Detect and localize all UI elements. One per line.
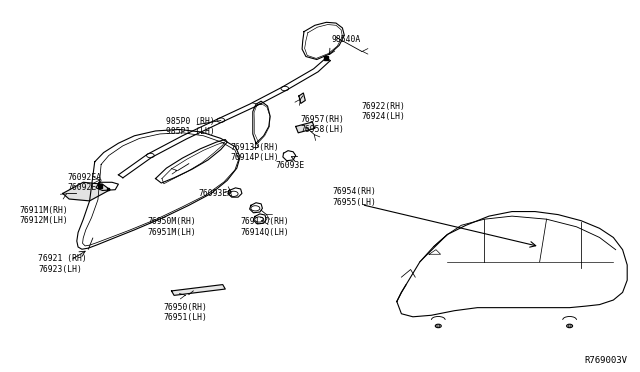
Polygon shape xyxy=(63,182,110,201)
Text: 76922(RH)
76924(LH): 76922(RH) 76924(LH) xyxy=(362,102,406,121)
Polygon shape xyxy=(296,122,315,133)
Polygon shape xyxy=(299,93,305,103)
Text: 98540A: 98540A xyxy=(332,35,361,44)
Text: 76913P(RH)
76914P(LH): 76913P(RH) 76914P(LH) xyxy=(230,143,279,162)
Text: 76093EA: 76093EA xyxy=(198,189,232,198)
Text: 76950(RH)
76951(LH): 76950(RH) 76951(LH) xyxy=(163,303,207,322)
Text: 76911M(RH)
76912M(LH): 76911M(RH) 76912M(LH) xyxy=(19,206,68,225)
Text: 76093E: 76093E xyxy=(275,161,305,170)
Text: 76921 (RH)
76923(LH): 76921 (RH) 76923(LH) xyxy=(38,254,87,274)
Polygon shape xyxy=(172,285,225,295)
Text: 76092EA
76092E: 76092EA 76092E xyxy=(67,173,101,192)
Text: R769003V: R769003V xyxy=(584,356,627,365)
Text: 76950M(RH)
76951M(LH): 76950M(RH) 76951M(LH) xyxy=(147,217,196,237)
Text: 76913Q(RH)
76914Q(LH): 76913Q(RH) 76914Q(LH) xyxy=(240,217,289,237)
Text: 985P0 (RH)
985P1 (LH): 985P0 (RH) 985P1 (LH) xyxy=(166,117,215,136)
Text: 76954(RH)
76955(LH): 76954(RH) 76955(LH) xyxy=(333,187,377,207)
Text: 76957(RH)
76958(LH): 76957(RH) 76958(LH) xyxy=(301,115,345,134)
